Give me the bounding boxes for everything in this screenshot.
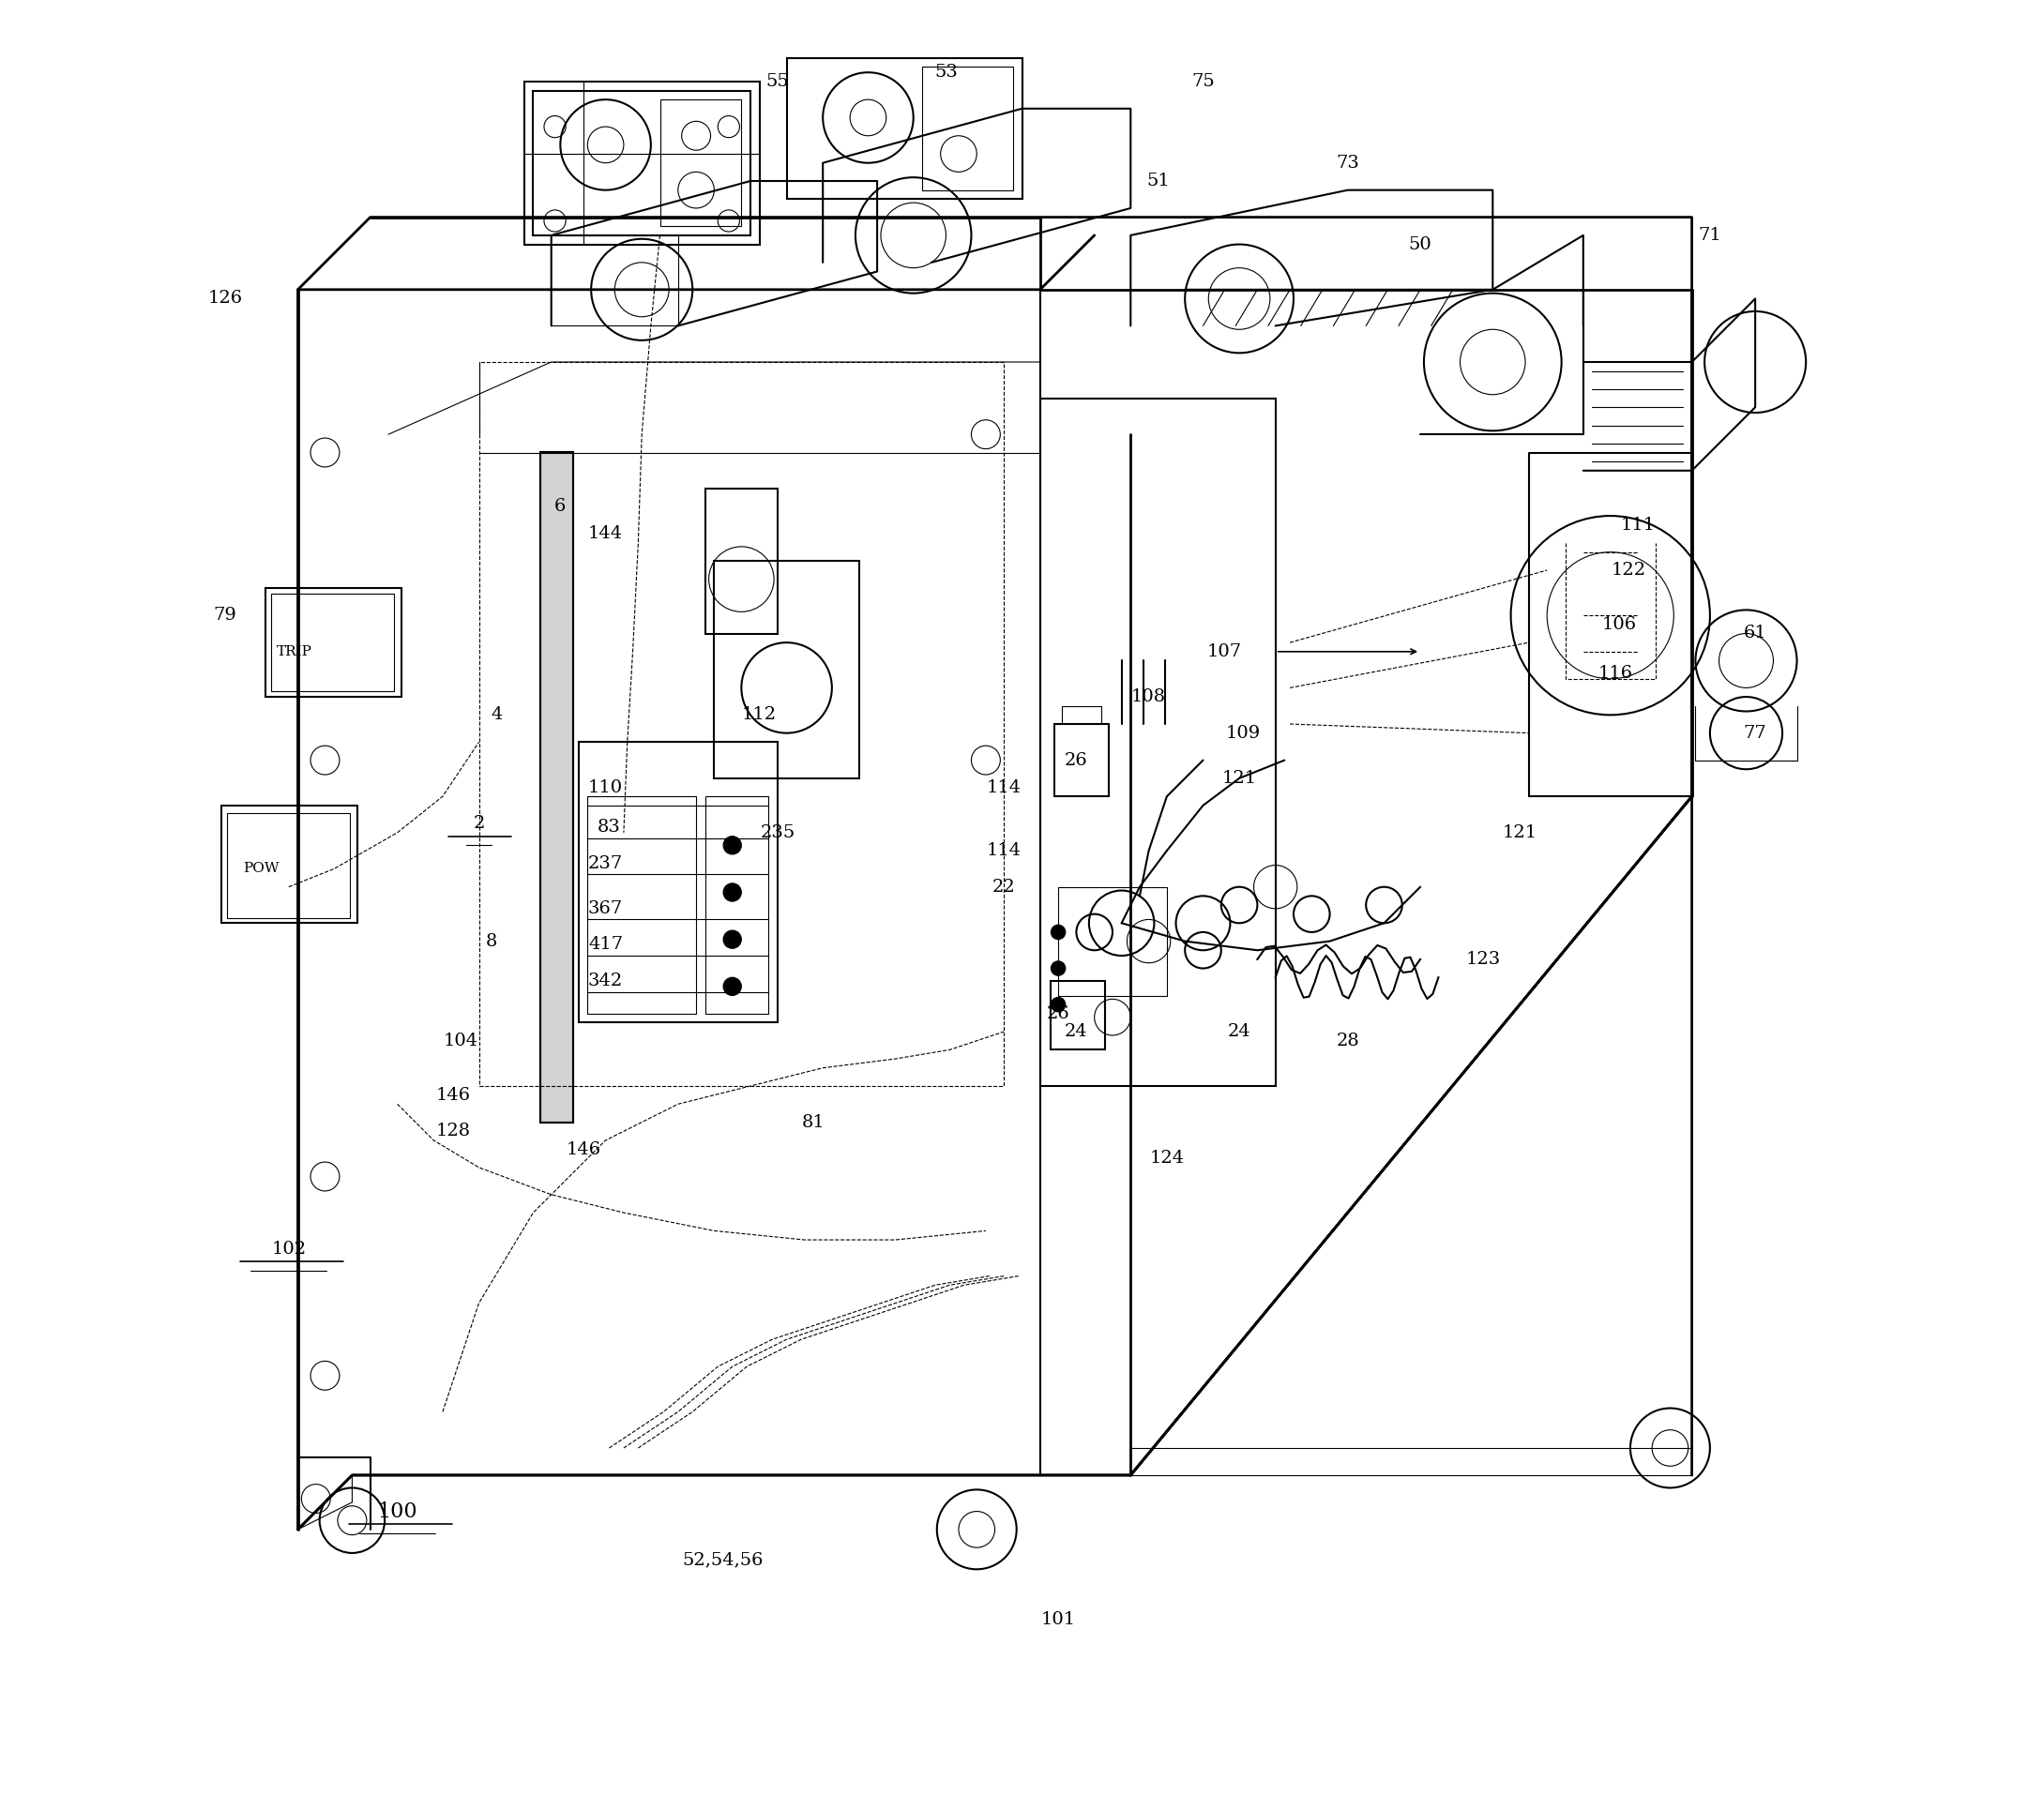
Text: TRIP: TRIP (276, 644, 313, 659)
Text: 146: 146 (566, 1140, 601, 1158)
Text: 22: 22 (991, 878, 1016, 896)
Text: 146: 146 (435, 1086, 470, 1104)
Circle shape (1051, 997, 1065, 1012)
Text: 114: 114 (987, 842, 1022, 860)
Bar (540, 452, 572, 1122)
Text: 126: 126 (208, 290, 243, 308)
Text: 26: 26 (1047, 1005, 1069, 1023)
Circle shape (1051, 925, 1065, 939)
Text: 61: 61 (1744, 624, 1766, 643)
Text: 2: 2 (472, 814, 484, 833)
Text: 114: 114 (987, 778, 1022, 796)
Text: 55: 55 (766, 72, 789, 90)
Text: 235: 235 (760, 824, 795, 842)
Text: 6: 6 (554, 498, 566, 516)
Text: 51: 51 (1147, 172, 1169, 190)
Text: 8: 8 (486, 932, 497, 950)
Text: 109: 109 (1226, 724, 1261, 742)
Bar (922, 67, 1014, 190)
Text: 50: 50 (1408, 235, 1433, 253)
Text: 81: 81 (801, 1113, 826, 1131)
Text: 417: 417 (589, 936, 623, 954)
Bar (787, 58, 1022, 199)
Text: 100: 100 (378, 1500, 417, 1522)
Text: 124: 124 (1149, 1149, 1183, 1167)
Text: 342: 342 (589, 972, 623, 990)
Text: 52,54,56: 52,54,56 (683, 1551, 764, 1569)
Bar (1051, 981, 1106, 1050)
Bar (1055, 724, 1110, 796)
Circle shape (724, 930, 742, 948)
Bar (523, 81, 760, 244)
Text: 24: 24 (1228, 1023, 1251, 1041)
Bar (705, 796, 769, 1014)
Text: 108: 108 (1130, 688, 1167, 706)
Text: 102: 102 (272, 1240, 307, 1258)
Text: 53: 53 (934, 63, 959, 81)
Text: 116: 116 (1598, 664, 1633, 682)
Text: 28: 28 (1337, 1032, 1359, 1050)
Bar (587, 796, 697, 1014)
Text: 121: 121 (1222, 769, 1257, 787)
Text: 104: 104 (444, 1032, 478, 1050)
Text: 122: 122 (1611, 561, 1645, 579)
Text: POW: POW (243, 862, 280, 876)
Text: 101: 101 (1040, 1611, 1075, 1629)
Text: 123: 123 (1466, 950, 1500, 968)
Bar (270, 594, 394, 691)
Text: 128: 128 (435, 1122, 470, 1140)
Text: 107: 107 (1208, 643, 1243, 661)
Bar (660, 100, 742, 226)
Text: 367: 367 (589, 900, 623, 918)
Text: 112: 112 (742, 706, 777, 724)
Circle shape (724, 836, 742, 854)
Bar (713, 561, 858, 778)
Bar (223, 805, 358, 923)
Bar (705, 489, 777, 634)
Bar (578, 742, 777, 1023)
Circle shape (724, 977, 742, 996)
Bar (1040, 398, 1275, 1086)
Text: 106: 106 (1602, 615, 1637, 634)
Text: 110: 110 (589, 778, 623, 796)
Bar (540, 452, 572, 1122)
Bar (266, 588, 401, 697)
Bar (533, 90, 750, 235)
Bar (478, 362, 1004, 1086)
Text: 4: 4 (491, 706, 503, 724)
Text: 71: 71 (1699, 226, 1721, 244)
Bar (227, 813, 350, 918)
Text: 83: 83 (597, 818, 621, 836)
Text: 111: 111 (1621, 516, 1656, 534)
Text: 26: 26 (1065, 751, 1087, 769)
Text: 79: 79 (215, 606, 237, 624)
Text: 24: 24 (1065, 1023, 1087, 1041)
Text: 237: 237 (589, 854, 623, 872)
Circle shape (1051, 961, 1065, 976)
Circle shape (724, 883, 742, 901)
Text: 75: 75 (1192, 72, 1214, 90)
Text: 121: 121 (1502, 824, 1537, 842)
Text: 77: 77 (1744, 724, 1766, 742)
Text: 144: 144 (589, 525, 623, 543)
Text: 73: 73 (1337, 154, 1359, 172)
